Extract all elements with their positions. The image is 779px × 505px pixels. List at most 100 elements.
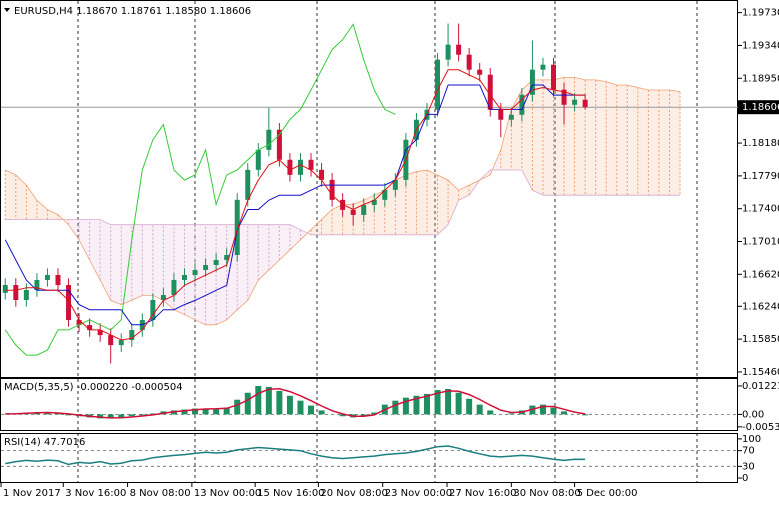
- cloud-band: [36, 200, 48, 220]
- signal-line: [5, 388, 586, 419]
- candle-body: [129, 330, 135, 341]
- candle-body: [13, 285, 19, 301]
- macd-bar: [392, 400, 399, 415]
- macd-bar: [255, 385, 262, 415]
- collapse-icon: [4, 8, 10, 12]
- candle-body: [213, 259, 219, 265]
- candle-body: [276, 129, 282, 160]
- candle-body: [445, 44, 451, 60]
- candle-body: [487, 74, 493, 110]
- cloud-band: [289, 224, 301, 250]
- cloud-band: [542, 79, 554, 196]
- macd-bar: [223, 407, 230, 415]
- macd-bar: [97, 414, 104, 419]
- cloud-band: [163, 224, 174, 310]
- candle-body: [224, 254, 230, 260]
- y-tick-label: 1.18180: [742, 138, 779, 149]
- macd-bar: [582, 414, 589, 416]
- cloud-band: [142, 224, 153, 296]
- cloud-band: [237, 224, 248, 310]
- candle-body: [2, 285, 8, 293]
- candle-body: [540, 64, 546, 70]
- cloud-band: [606, 81, 617, 196]
- candle-body: [150, 300, 156, 321]
- candle-body: [350, 209, 356, 215]
- last-price-box: [738, 100, 779, 115]
- cloud-band: [395, 175, 406, 235]
- cloud-band: [595, 79, 607, 196]
- macd-frame: [0, 378, 738, 431]
- candle-body: [551, 64, 556, 90]
- macd-bar: [265, 386, 272, 415]
- macd-bar: [234, 399, 241, 415]
- macd-bar: [371, 412, 378, 415]
- y-tick-label: 100: [742, 434, 761, 445]
- y-tick-label: 1.19340: [742, 40, 779, 51]
- macd-bar: [550, 407, 557, 415]
- candle-body: [392, 179, 398, 190]
- cloud-band: [321, 209, 333, 235]
- cloud-band: [363, 195, 375, 235]
- x-tick-label: 1 Nov 2017: [3, 488, 61, 499]
- last-price-label: 1.18606: [742, 102, 779, 113]
- cloud-band: [68, 219, 80, 240]
- chart-title: EURUSD,H4 1.18670 1.18761 1.18580 1.1860…: [14, 6, 251, 17]
- macd-bar: [308, 405, 315, 415]
- candle-body: [572, 99, 578, 105]
- macd-bar: [413, 395, 420, 415]
- candle-body: [44, 275, 50, 280]
- y-tick-label: 0.00: [742, 409, 764, 420]
- cloud-band: [121, 224, 132, 305]
- macd-bar: [107, 414, 114, 419]
- cloud-band: [258, 224, 269, 281]
- candle-body: [34, 279, 40, 290]
- y-tick-label: 30: [742, 461, 755, 472]
- candle-body: [266, 129, 272, 150]
- candle-body: [76, 320, 82, 326]
- candle-body: [529, 69, 535, 95]
- cloud-band: [648, 90, 659, 196]
- cloud-band: [405, 171, 417, 235]
- cloud-band: [500, 109, 512, 170]
- candle-body: [329, 179, 335, 200]
- macd-bar: [118, 414, 125, 418]
- cloud-band: [342, 204, 354, 235]
- main-frame: [0, 0, 738, 378]
- cloud-band: [247, 224, 259, 301]
- macd-bar: [466, 398, 473, 415]
- macd-bar: [286, 395, 293, 415]
- kijun-line: [4, 84, 586, 326]
- cloud-band: [89, 219, 101, 281]
- macd-bar: [202, 408, 209, 415]
- macd-bar: [339, 414, 346, 417]
- cloud-band: [384, 180, 396, 235]
- y-tick-label: 70: [742, 446, 755, 457]
- x-tick-label: 27 Nov 16:00: [449, 488, 516, 499]
- cloud-band: [416, 169, 427, 235]
- y-tick-label: 0.012212: [742, 381, 779, 392]
- rsi-title: RSI(14) 47.7016: [4, 437, 85, 448]
- cloud-band: [195, 224, 206, 325]
- candle-body: [456, 44, 462, 55]
- candle-body: [582, 99, 588, 108]
- y-tick-label: 1.16240: [742, 301, 779, 312]
- macd-bar: [276, 390, 283, 415]
- candle-body: [435, 59, 441, 110]
- cloud-band: [184, 224, 196, 320]
- x-tick-label: 15 Nov 16:00: [257, 488, 324, 499]
- candle-body: [319, 169, 325, 180]
- cloud-band: [353, 200, 364, 235]
- cloud-band: [658, 90, 670, 196]
- cloud-band: [616, 84, 628, 196]
- candle-body: [297, 159, 303, 175]
- cloud-band: [585, 79, 596, 196]
- macd-bar: [455, 392, 462, 415]
- candle-body: [66, 285, 72, 321]
- cloud-band: [152, 224, 164, 301]
- candle-body: [234, 199, 240, 255]
- candle-body: [192, 269, 198, 276]
- chikou-line: [4, 23, 396, 356]
- candle-body: [466, 54, 472, 70]
- candle-body: [508, 114, 514, 120]
